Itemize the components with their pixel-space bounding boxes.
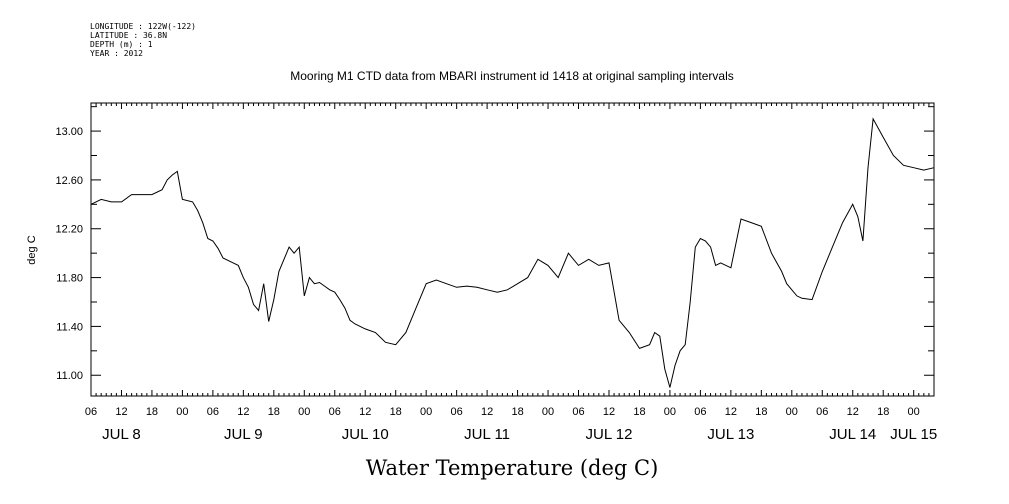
x-tick-label: 06 (207, 406, 219, 418)
x-tick-label: 00 (908, 406, 920, 418)
x-tick-label: 12 (359, 406, 371, 418)
day-label: JUL 9 (224, 426, 263, 443)
axis-ticks (90, 103, 935, 396)
x-tick-label: 00 (664, 406, 676, 418)
x-tick-label: 06 (816, 406, 828, 418)
y-tick-label: 12.60 (55, 175, 83, 187)
x-tick-label: 12 (481, 406, 493, 418)
x-tick-label: 00 (420, 406, 432, 418)
y-tick-label: 13.00 (55, 126, 83, 138)
day-label: JUL 8 (102, 426, 141, 443)
day-label: JUL 14 (829, 426, 876, 443)
day-label: JUL 11 (464, 426, 510, 443)
y-tick-labels: 11.00 11.40 11.80 12.20 12.60 13.00 (55, 126, 83, 382)
day-label: JUL 10 (342, 426, 389, 443)
x-tick-label: 18 (268, 406, 280, 418)
x-tick-label: 12 (237, 406, 249, 418)
y-tick-label: 12.20 (55, 224, 83, 236)
day-label: JUL 15 (890, 426, 937, 443)
x-tick-labels: 06 12 18 00 06 12 18 00 06 12 18 00 06 12 18 00 06 12 18 00… (85, 406, 920, 418)
day-labels: JUL 8 JUL 9 JUL 10 JUL 11 JUL 12 JUL 13 JUL 14… (102, 426, 937, 443)
x-tick-label: 06 (572, 406, 584, 418)
x-tick-label: 06 (451, 406, 463, 418)
x-tick-label: 00 (298, 406, 310, 418)
day-label: JUL 12 (585, 426, 632, 443)
x-tick-label: 00 (542, 406, 554, 418)
x-tick-label: 12 (115, 406, 127, 418)
x-tick-label: 18 (146, 406, 158, 418)
y-axis-label: deg C (26, 235, 38, 264)
x-tick-label: 06 (329, 406, 341, 418)
x-tick-label: 18 (390, 406, 402, 418)
metadata-block: LONGITUDE : 122W(-122) LATITUDE : 36.8N … (90, 22, 196, 58)
x-tick-label: 00 (176, 406, 188, 418)
y-tick-label: 11.00 (56, 370, 83, 382)
x-tick-label: 18 (877, 406, 889, 418)
x-tick-label: 00 (786, 406, 798, 418)
x-tick-label: 18 (511, 406, 523, 418)
x-tick-label: 06 (85, 406, 97, 418)
chart-title: Mooring M1 CTD data from MBARI instrumen… (290, 69, 734, 83)
x-tick-label: 12 (603, 406, 615, 418)
x-tick-label: 18 (633, 406, 645, 418)
x-tick-label: 12 (725, 406, 737, 418)
x-tick-label: 12 (847, 406, 859, 418)
metadata-year: YEAR : 2012 (90, 49, 143, 58)
temperature-series-line (90, 117, 935, 388)
y-tick-label: 11.80 (56, 273, 83, 285)
plot-frame (90, 102, 935, 397)
x-axis-label: Water Temperature (deg C) (366, 456, 659, 480)
y-tick-label: 11.40 (56, 321, 83, 333)
metadata-depth: DEPTH (m) : 1 (90, 40, 153, 49)
x-tick-label: 06 (694, 406, 706, 418)
x-tick-label: 18 (755, 406, 767, 418)
metadata-longitude: LONGITUDE : 122W(-122) (90, 22, 196, 31)
day-label: JUL 13 (707, 426, 754, 443)
metadata-latitude: LATITUDE : 36.8N (90, 31, 168, 40)
